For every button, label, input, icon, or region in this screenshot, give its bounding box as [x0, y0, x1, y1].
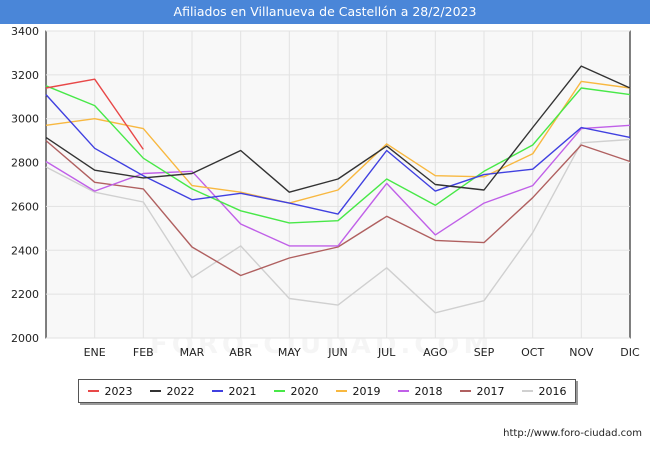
x-tick-label: JUN [327, 346, 348, 359]
legend-label: 2020 [290, 384, 319, 398]
legend-label: 2021 [228, 384, 257, 398]
y-tick-label: 2000 [11, 332, 39, 345]
series-line-2023 [45, 78, 144, 150]
legend-swatch [211, 390, 223, 392]
legend-label: 2016 [538, 384, 567, 398]
legend: 2023 2022 2021 2020 2019 2018 2017 2016 [78, 379, 576, 403]
legend-item-2016: 2016 [521, 384, 567, 398]
legend-item-2017: 2017 [459, 384, 505, 398]
chart-title: Afiliados en Villanueva de Castellón a 2… [0, 0, 650, 24]
y-tick-label: 2600 [11, 200, 39, 213]
x-tick-label: JUL [377, 346, 396, 359]
x-axis-ticks: ENE FEB MAR ABR MAY JUN JUL AGO SEP OCT NOV DIC [84, 346, 640, 359]
x-tick-label: NOV [569, 346, 594, 359]
x-tick-label: MAR [180, 346, 205, 359]
legend-item-2020: 2020 [273, 384, 319, 398]
x-tick-label: OCT [521, 346, 544, 359]
legend-swatch [149, 390, 161, 392]
y-tick-label: 3400 [11, 25, 39, 38]
y-tick-label: 2800 [11, 157, 39, 170]
legend-label: 2023 [104, 384, 133, 398]
series-line-2019 [45, 80, 631, 204]
y-tick-label: 3000 [11, 113, 39, 126]
source-link[interactable]: http://www.foro-ciudad.com [503, 428, 642, 439]
legend-item-2019: 2019 [335, 384, 381, 398]
legend-swatch [273, 390, 285, 392]
x-tick-label: ENE [84, 346, 106, 359]
legend-swatch [459, 390, 471, 392]
x-tick-label: SEP [474, 346, 495, 359]
series-lines [45, 65, 631, 314]
legend-item-2018: 2018 [397, 384, 443, 398]
x-tick-label: ABR [229, 346, 252, 359]
legend-label: 2019 [352, 384, 381, 398]
series-line-2022 [45, 65, 631, 193]
series-line-2018 [45, 124, 631, 247]
series-line-2017 [45, 140, 631, 277]
legend-item-2022: 2022 [149, 384, 195, 398]
x-tick-label: DIC [620, 346, 640, 359]
legend-swatch [397, 390, 409, 392]
y-tick-label: 2400 [11, 244, 39, 257]
legend-label: 2017 [476, 384, 505, 398]
legend-swatch [521, 390, 533, 392]
series-line-2021 [45, 94, 631, 215]
legend-label: 2022 [166, 384, 195, 398]
series-line-2016 [45, 138, 631, 314]
x-tick-label: FEB [133, 346, 154, 359]
legend-item-2023: 2023 [87, 384, 133, 398]
y-axis-ticks: 2000 2200 2400 2600 2800 3000 3200 3400 [11, 25, 39, 345]
legend-item-2021: 2021 [211, 384, 257, 398]
y-tick-label: 3200 [11, 69, 39, 82]
legend-swatch [87, 390, 99, 392]
x-tick-label: AGO [423, 346, 448, 359]
legend-label: 2018 [414, 384, 443, 398]
series-line-2020 [45, 85, 631, 224]
x-tick-label: MAY [278, 346, 301, 359]
y-tick-label: 2200 [11, 288, 39, 301]
legend-swatch [335, 390, 347, 392]
